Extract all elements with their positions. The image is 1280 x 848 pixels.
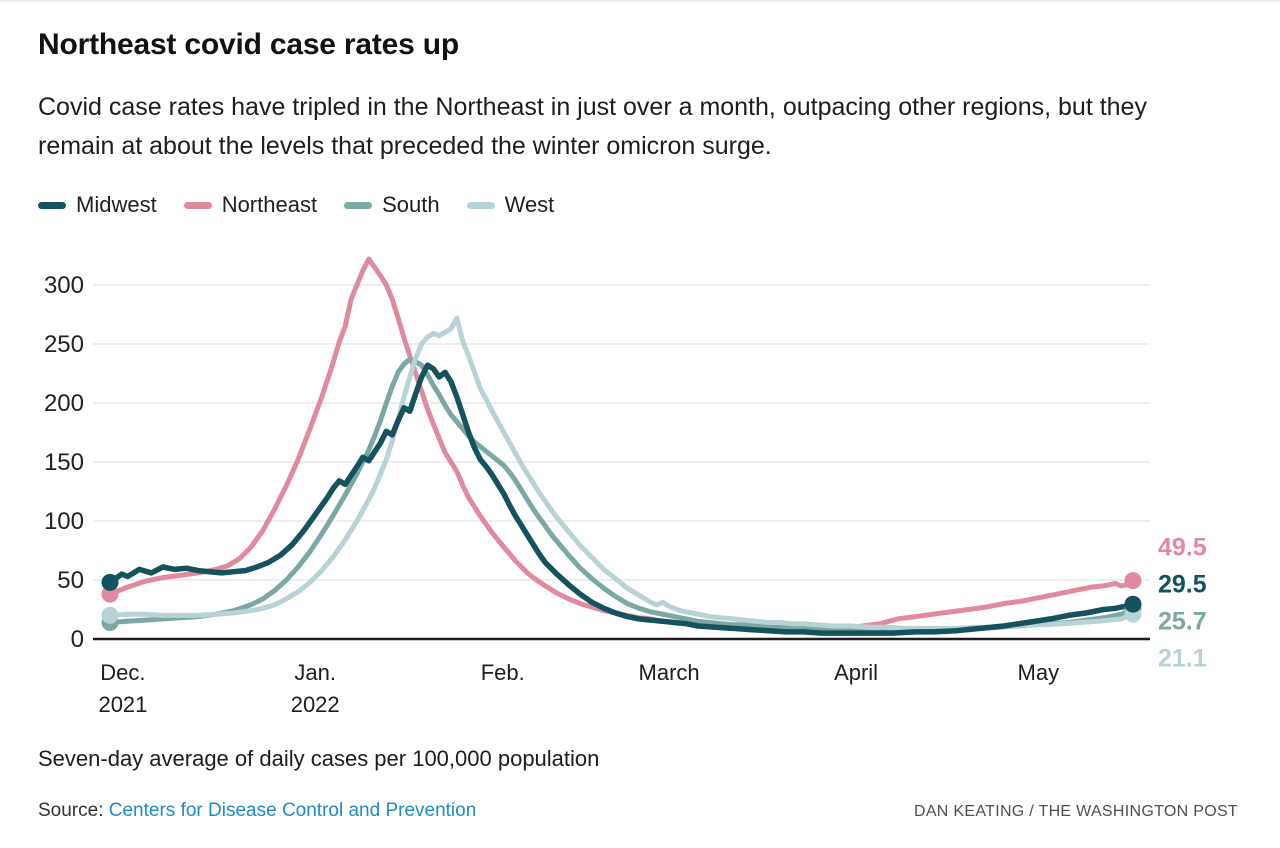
series-start-dot-west bbox=[101, 606, 119, 624]
source-link[interactable]: Centers for Disease Control and Preventi… bbox=[108, 800, 477, 821]
legend-label: West bbox=[504, 192, 555, 217]
legend-swatch-icon bbox=[183, 201, 212, 209]
legend-item-west: West bbox=[466, 192, 555, 218]
x-axis-tick-label: Jan. bbox=[294, 660, 336, 685]
chart-subtitle: Covid case rates have tripled in the Nor… bbox=[38, 93, 1147, 160]
series-line-northeast bbox=[107, 256, 1136, 634]
y-axis-tick-label: 50 bbox=[57, 567, 84, 594]
legend-item-south: South bbox=[344, 192, 440, 218]
legend-swatch-icon bbox=[466, 201, 495, 209]
x-axis-tick-label: March bbox=[639, 660, 700, 685]
series-end-dot-northeast bbox=[1124, 572, 1142, 590]
source-prefix: Source: bbox=[38, 800, 109, 821]
chart-legend: Midwest Northeast South West bbox=[38, 192, 554, 218]
series-start-dot-midwest bbox=[101, 573, 119, 591]
x-axis-tick-year: 2021 bbox=[98, 692, 147, 717]
legend-label: Northeast bbox=[221, 192, 318, 217]
y-axis-tick-label: 250 bbox=[44, 331, 84, 358]
end-value-label-west: 21.1 bbox=[1158, 644, 1207, 672]
end-value-label-northeast: 49.5 bbox=[1158, 533, 1207, 561]
y-axis-tick-label: 0 bbox=[71, 626, 84, 653]
x-axis-tick-label: April bbox=[834, 660, 878, 685]
x-axis-tick-label: Dec. bbox=[100, 660, 145, 685]
x-axis-tick-year: 2022 bbox=[291, 692, 340, 717]
source-line: Source: Centers for Disease Control and … bbox=[38, 800, 476, 822]
series-start-dot-northeast bbox=[101, 585, 119, 603]
byline-credit: DAN KEATING / THE WASHINGTON POST bbox=[913, 803, 1238, 820]
end-value-label-south: 25.7 bbox=[1158, 607, 1207, 635]
legend-label: Midwest bbox=[76, 192, 157, 217]
end-value-label-midwest: 29.5 bbox=[1158, 570, 1207, 598]
legend-swatch-icon bbox=[38, 201, 66, 209]
y-axis-tick-label: 150 bbox=[44, 449, 84, 476]
x-axis-tick-label: Feb. bbox=[481, 660, 525, 685]
series-end-dot-midwest bbox=[1124, 595, 1142, 613]
line-chart: 0 50 100 150 200 250 300 Dec. 2021 Jan. 2022 Feb. Ma… bbox=[0, 237, 1280, 737]
series-line-south bbox=[107, 356, 1136, 633]
legend-label: South bbox=[382, 192, 440, 217]
legend-swatch-icon bbox=[344, 201, 373, 209]
legend-item-midwest: Midwest bbox=[38, 192, 157, 218]
series-line-west bbox=[107, 315, 1136, 631]
y-axis-tick-label: 300 bbox=[44, 272, 84, 299]
y-axis-tick-label: 100 bbox=[44, 508, 84, 535]
x-axis-tick-label: May bbox=[1018, 660, 1060, 685]
chart-canvas: 0 50 100 150 200 250 300 Dec. 2021 Jan. 2022 Feb. Ma… bbox=[44, 256, 1207, 717]
series-line-midwest bbox=[107, 362, 1136, 636]
page-title: Northeast covid case rates up bbox=[38, 28, 460, 61]
y-axis-tick-label: 200 bbox=[44, 390, 84, 417]
legend-item-northeast: Northeast bbox=[183, 192, 318, 218]
chart-note: Seven-day average of daily cases per 100… bbox=[38, 746, 600, 771]
